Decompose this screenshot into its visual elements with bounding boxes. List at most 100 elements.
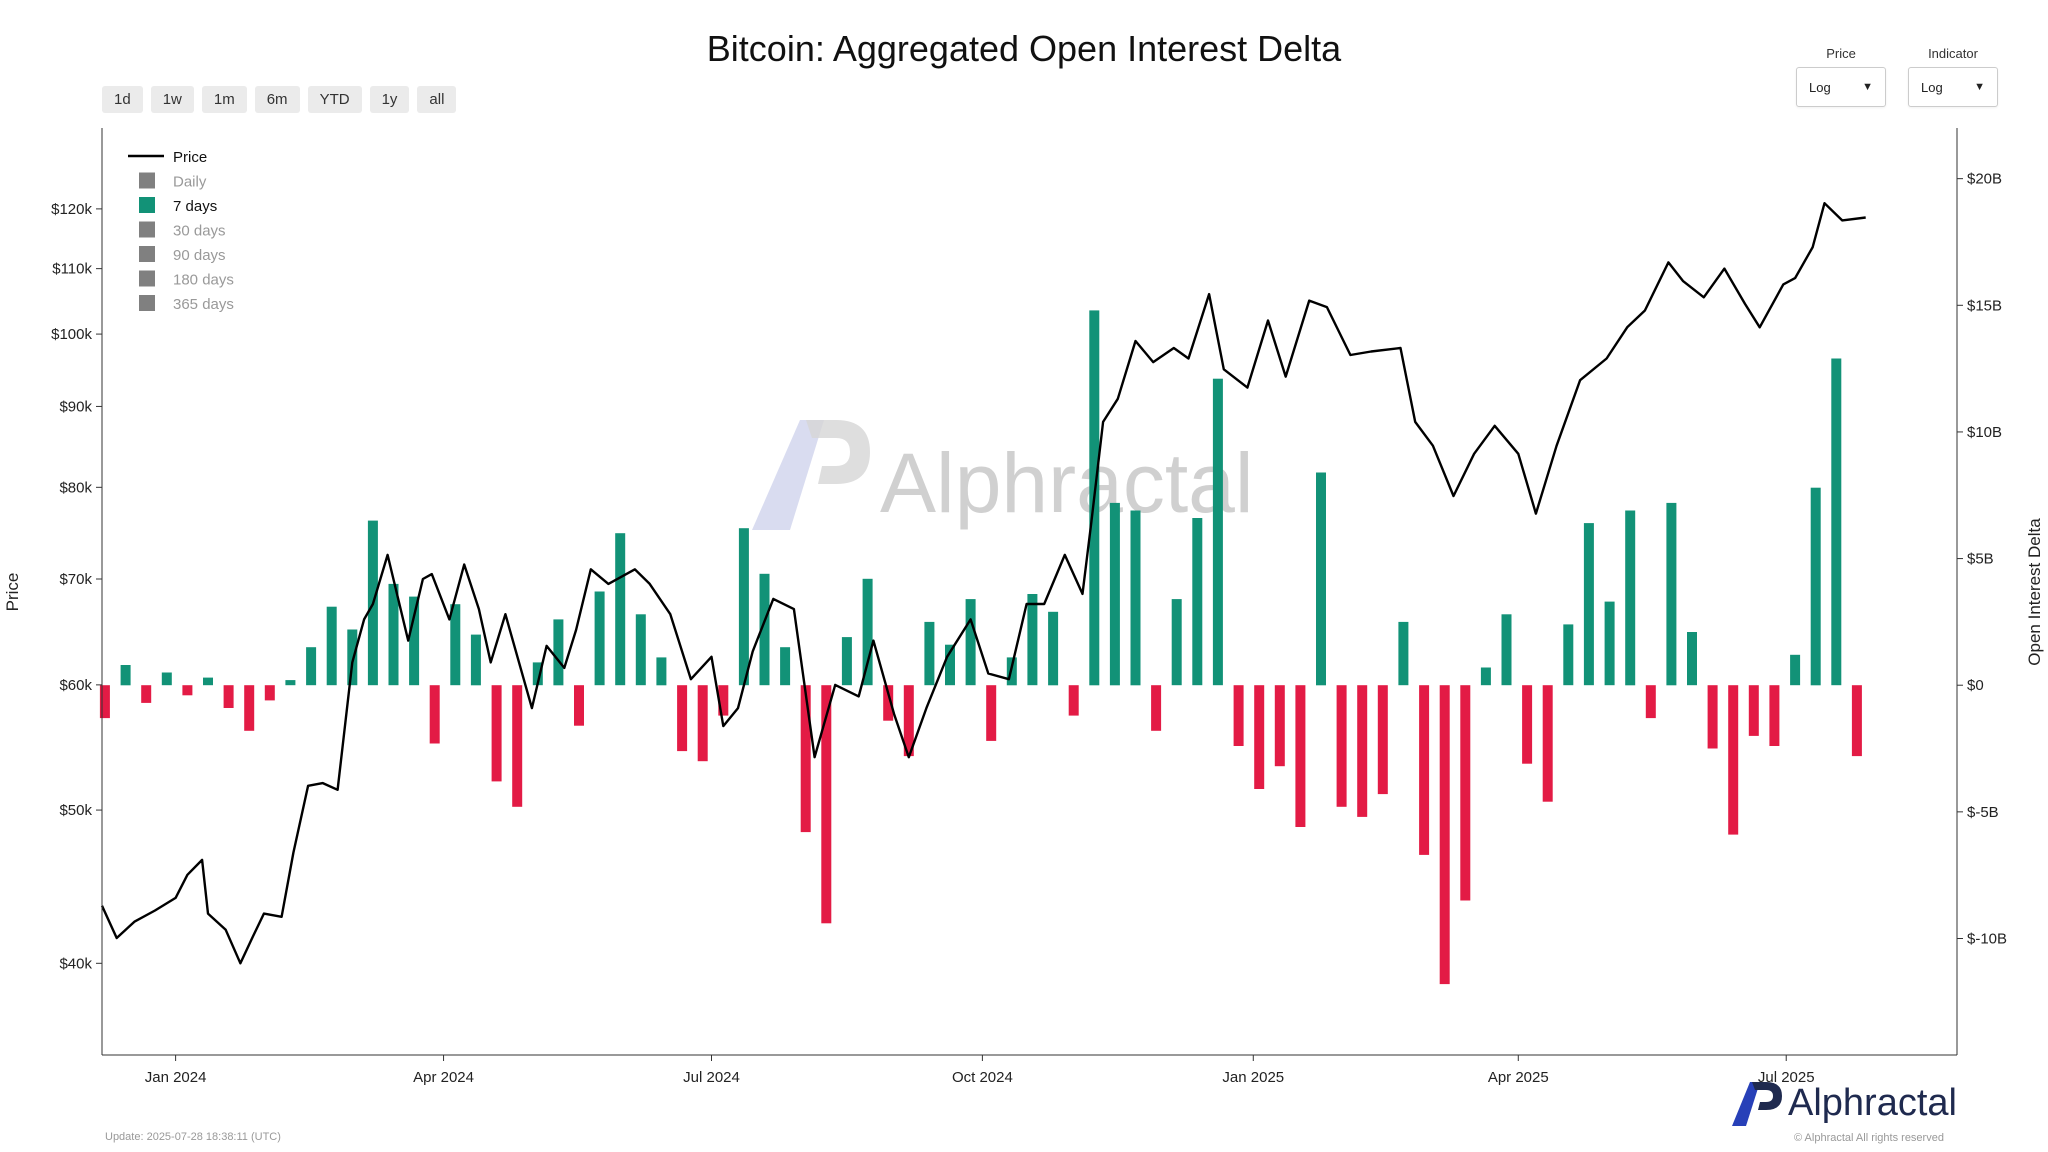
- delta-bar[interactable]: [553, 619, 564, 686]
- delta-bar[interactable]: [326, 606, 337, 686]
- delta-bar[interactable]: [1109, 502, 1120, 686]
- delta-bar[interactable]: [1790, 654, 1801, 686]
- delta-bar[interactable]: [1398, 621, 1409, 686]
- legend-item[interactable]: 7 days: [139, 197, 217, 215]
- delta-bar[interactable]: [635, 614, 646, 686]
- range-button-1m[interactable]: 1m: [201, 86, 247, 113]
- delta-bar[interactable]: [1068, 685, 1079, 716]
- delta-bar[interactable]: [1048, 611, 1059, 686]
- delta-bar[interactable]: [1254, 685, 1265, 789]
- delta-bar[interactable]: [1604, 601, 1615, 686]
- delta-bar[interactable]: [491, 685, 502, 782]
- range-button-ytd[interactable]: YTD: [307, 86, 362, 113]
- delta-bar[interactable]: [1295, 685, 1306, 827]
- delta-bar[interactable]: [1522, 685, 1533, 764]
- legend-item[interactable]: Price: [128, 149, 207, 166]
- legend-item[interactable]: Daily: [139, 172, 207, 191]
- delta-bar[interactable]: [1439, 685, 1450, 985]
- delta-bar[interactable]: [594, 591, 605, 686]
- delta-bar[interactable]: [862, 578, 873, 686]
- delta-bar[interactable]: [470, 634, 481, 686]
- delta-bar[interactable]: [945, 644, 955, 686]
- delta-bar[interactable]: [986, 685, 997, 741]
- delta-bar[interactable]: [677, 685, 688, 752]
- delta-bar[interactable]: [429, 685, 440, 744]
- delta-bar[interactable]: [285, 680, 296, 686]
- delta-bar[interactable]: [1171, 599, 1182, 686]
- delta-bar[interactable]: [924, 621, 935, 686]
- delta-bar[interactable]: [1212, 378, 1223, 686]
- delta-bar[interactable]: [821, 685, 832, 924]
- legend-item[interactable]: 30 days: [139, 221, 226, 240]
- delta-bar[interactable]: [903, 685, 914, 757]
- delta-bar[interactable]: [780, 647, 791, 686]
- delta-bar[interactable]: [574, 685, 584, 726]
- delta-bar[interactable]: [388, 583, 399, 686]
- delta-bar[interactable]: [1480, 667, 1491, 686]
- delta-bar[interactable]: [203, 677, 213, 686]
- delta-bar[interactable]: [1336, 685, 1347, 807]
- delta-bar[interactable]: [718, 685, 729, 716]
- delta-bar[interactable]: [223, 685, 234, 708]
- delta-bar[interactable]: [1542, 685, 1553, 802]
- delta-bar[interactable]: [1274, 685, 1285, 767]
- price-line[interactable]: [100, 202, 1866, 965]
- delta-bar[interactable]: [1027, 594, 1038, 686]
- delta-bar[interactable]: [1625, 510, 1636, 686]
- delta-bar[interactable]: [182, 685, 193, 696]
- delta-bar[interactable]: [512, 685, 523, 807]
- delta-bar[interactable]: [1728, 685, 1739, 835]
- delta-bar[interactable]: [409, 596, 420, 686]
- delta-bar[interactable]: [1151, 685, 1162, 731]
- delta-bar[interactable]: [1563, 624, 1574, 686]
- delta-bar[interactable]: [450, 604, 461, 686]
- delta-bar[interactable]: [1583, 523, 1594, 686]
- delta-bar[interactable]: [656, 657, 667, 686]
- delta-bar[interactable]: [347, 629, 358, 686]
- delta-bar[interactable]: [697, 685, 708, 762]
- delta-bar[interactable]: [1419, 685, 1430, 855]
- legend-item[interactable]: 90 days: [139, 246, 226, 264]
- delta-bar[interactable]: [264, 685, 275, 701]
- range-button-6m[interactable]: 6m: [254, 86, 300, 113]
- delta-bar[interactable]: [1748, 685, 1759, 736]
- delta-bar[interactable]: [99, 685, 110, 719]
- delta-bar[interactable]: [1707, 685, 1718, 749]
- delta-bar[interactable]: [532, 662, 543, 686]
- delta-bar[interactable]: [1192, 518, 1203, 686]
- delta-bar[interactable]: [1769, 685, 1780, 746]
- delta-bar[interactable]: [1377, 685, 1388, 795]
- delta-bar[interactable]: [1666, 502, 1677, 686]
- indicator-scale-select[interactable]: Log ▼: [1908, 67, 1998, 107]
- delta-bar[interactable]: [1831, 358, 1842, 686]
- range-button-1y[interactable]: 1y: [369, 86, 410, 113]
- price-scale-select[interactable]: Log ▼: [1796, 67, 1886, 107]
- delta-bar[interactable]: [883, 685, 894, 721]
- delta-bar[interactable]: [738, 528, 749, 686]
- delta-bar[interactable]: [1687, 632, 1697, 686]
- delta-bar[interactable]: [1130, 510, 1141, 686]
- delta-bar[interactable]: [800, 685, 811, 833]
- delta-bar[interactable]: [615, 533, 626, 686]
- legend-item[interactable]: 180 days: [139, 270, 234, 289]
- delta-bar[interactable]: [1810, 487, 1821, 686]
- delta-bar[interactable]: [120, 665, 131, 686]
- delta-bar[interactable]: [1460, 685, 1471, 901]
- range-button-1d[interactable]: 1d: [102, 86, 143, 113]
- range-button-1w[interactable]: 1w: [150, 86, 194, 113]
- delta-bar[interactable]: [1501, 614, 1512, 686]
- delta-bar[interactable]: [141, 685, 152, 703]
- delta-bar[interactable]: [1851, 685, 1862, 757]
- delta-bar[interactable]: [965, 599, 976, 686]
- legend-item[interactable]: 365 days: [139, 295, 234, 313]
- delta-bar[interactable]: [244, 685, 255, 731]
- delta-bar[interactable]: [841, 637, 852, 686]
- delta-bar[interactable]: [161, 672, 172, 686]
- delta-bar[interactable]: [306, 647, 317, 686]
- delta-bar[interactable]: [1316, 472, 1326, 686]
- delta-bar[interactable]: [1357, 685, 1368, 817]
- delta-bar[interactable]: [759, 573, 770, 686]
- delta-bar[interactable]: [1233, 685, 1244, 746]
- range-button-all[interactable]: all: [417, 86, 457, 113]
